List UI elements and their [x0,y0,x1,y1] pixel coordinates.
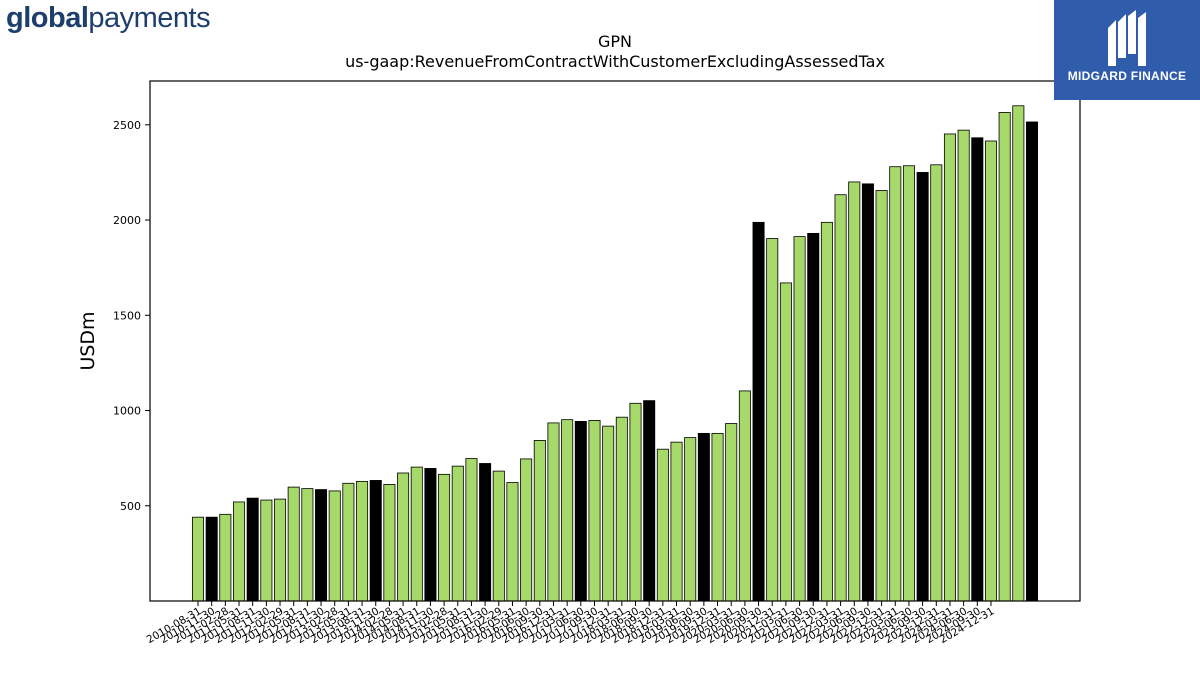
bar [479,463,492,602]
bar [725,423,738,602]
bar [615,416,628,602]
bar [547,422,560,602]
bar [246,497,259,602]
bar [574,420,587,602]
midgard-finance-label: MIDGARD FINANCE [1067,69,1187,83]
bar [356,480,369,602]
bar [807,232,820,602]
bar [287,486,300,602]
y-axis: 500 1000 1500 2000 2500 [113,119,150,513]
bar [875,190,888,602]
midgard-finance-badge: MIDGARD FINANCE [1054,0,1200,100]
x-axis: 2010-08-312010-11-302011-02-282011-05-31… [145,601,996,646]
chart-subtitle: us-gaap:RevenueFromContractWithCustomerE… [345,52,885,71]
bar [916,172,929,602]
bar [602,425,615,602]
y-tick-label: 2500 [113,119,141,132]
bar [793,236,806,602]
logo-word-payments: payments [88,2,211,34]
y-tick-label: 1500 [113,309,141,322]
bar [410,466,423,602]
bar [684,437,697,602]
bar [465,458,478,602]
bar [520,458,533,602]
midgard-mark-icon [1108,10,1146,66]
bar [670,441,683,602]
bar [848,181,861,602]
bar [588,420,601,602]
bar [889,166,902,602]
logo-word-global: global [6,2,89,34]
y-tick-label: 500 [120,500,141,513]
bars-layer [191,105,1039,602]
bar [397,472,410,602]
y-axis-label: USDm [77,311,99,370]
bar [738,390,751,602]
bar [998,112,1011,602]
bar [957,129,970,602]
bar [1012,105,1025,602]
bar [902,165,915,602]
bar [561,419,574,602]
bar [205,516,218,602]
bar [451,465,464,602]
chart-title: GPN [597,32,632,51]
bar [506,482,519,602]
bar [533,440,546,602]
bar [260,499,273,602]
bar [766,238,779,602]
bar [438,473,451,602]
bar [656,448,669,602]
plot-frame [149,80,1081,602]
bar [861,183,874,602]
bar [233,501,246,602]
bar [697,432,710,602]
bar [191,516,204,602]
bar [492,470,505,602]
bar [1025,121,1039,602]
bar [219,513,232,602]
bar [342,482,355,602]
bar [779,282,792,602]
bar [369,480,382,602]
global-payments-logo: globalpayments [6,2,211,35]
y-tick-label: 2000 [113,214,141,227]
bar [315,489,328,602]
bar [328,490,341,602]
bar [943,133,956,602]
bar [752,221,765,602]
bar [274,498,287,602]
bar [930,164,943,602]
bar [301,488,314,602]
bar [629,402,642,602]
bar [383,484,396,602]
bar [971,137,984,602]
bar [643,400,656,602]
bar [984,140,997,602]
bar [820,221,833,602]
bar [424,468,437,602]
bar [711,432,724,602]
bar [834,194,847,602]
y-tick-label: 1000 [113,405,141,418]
